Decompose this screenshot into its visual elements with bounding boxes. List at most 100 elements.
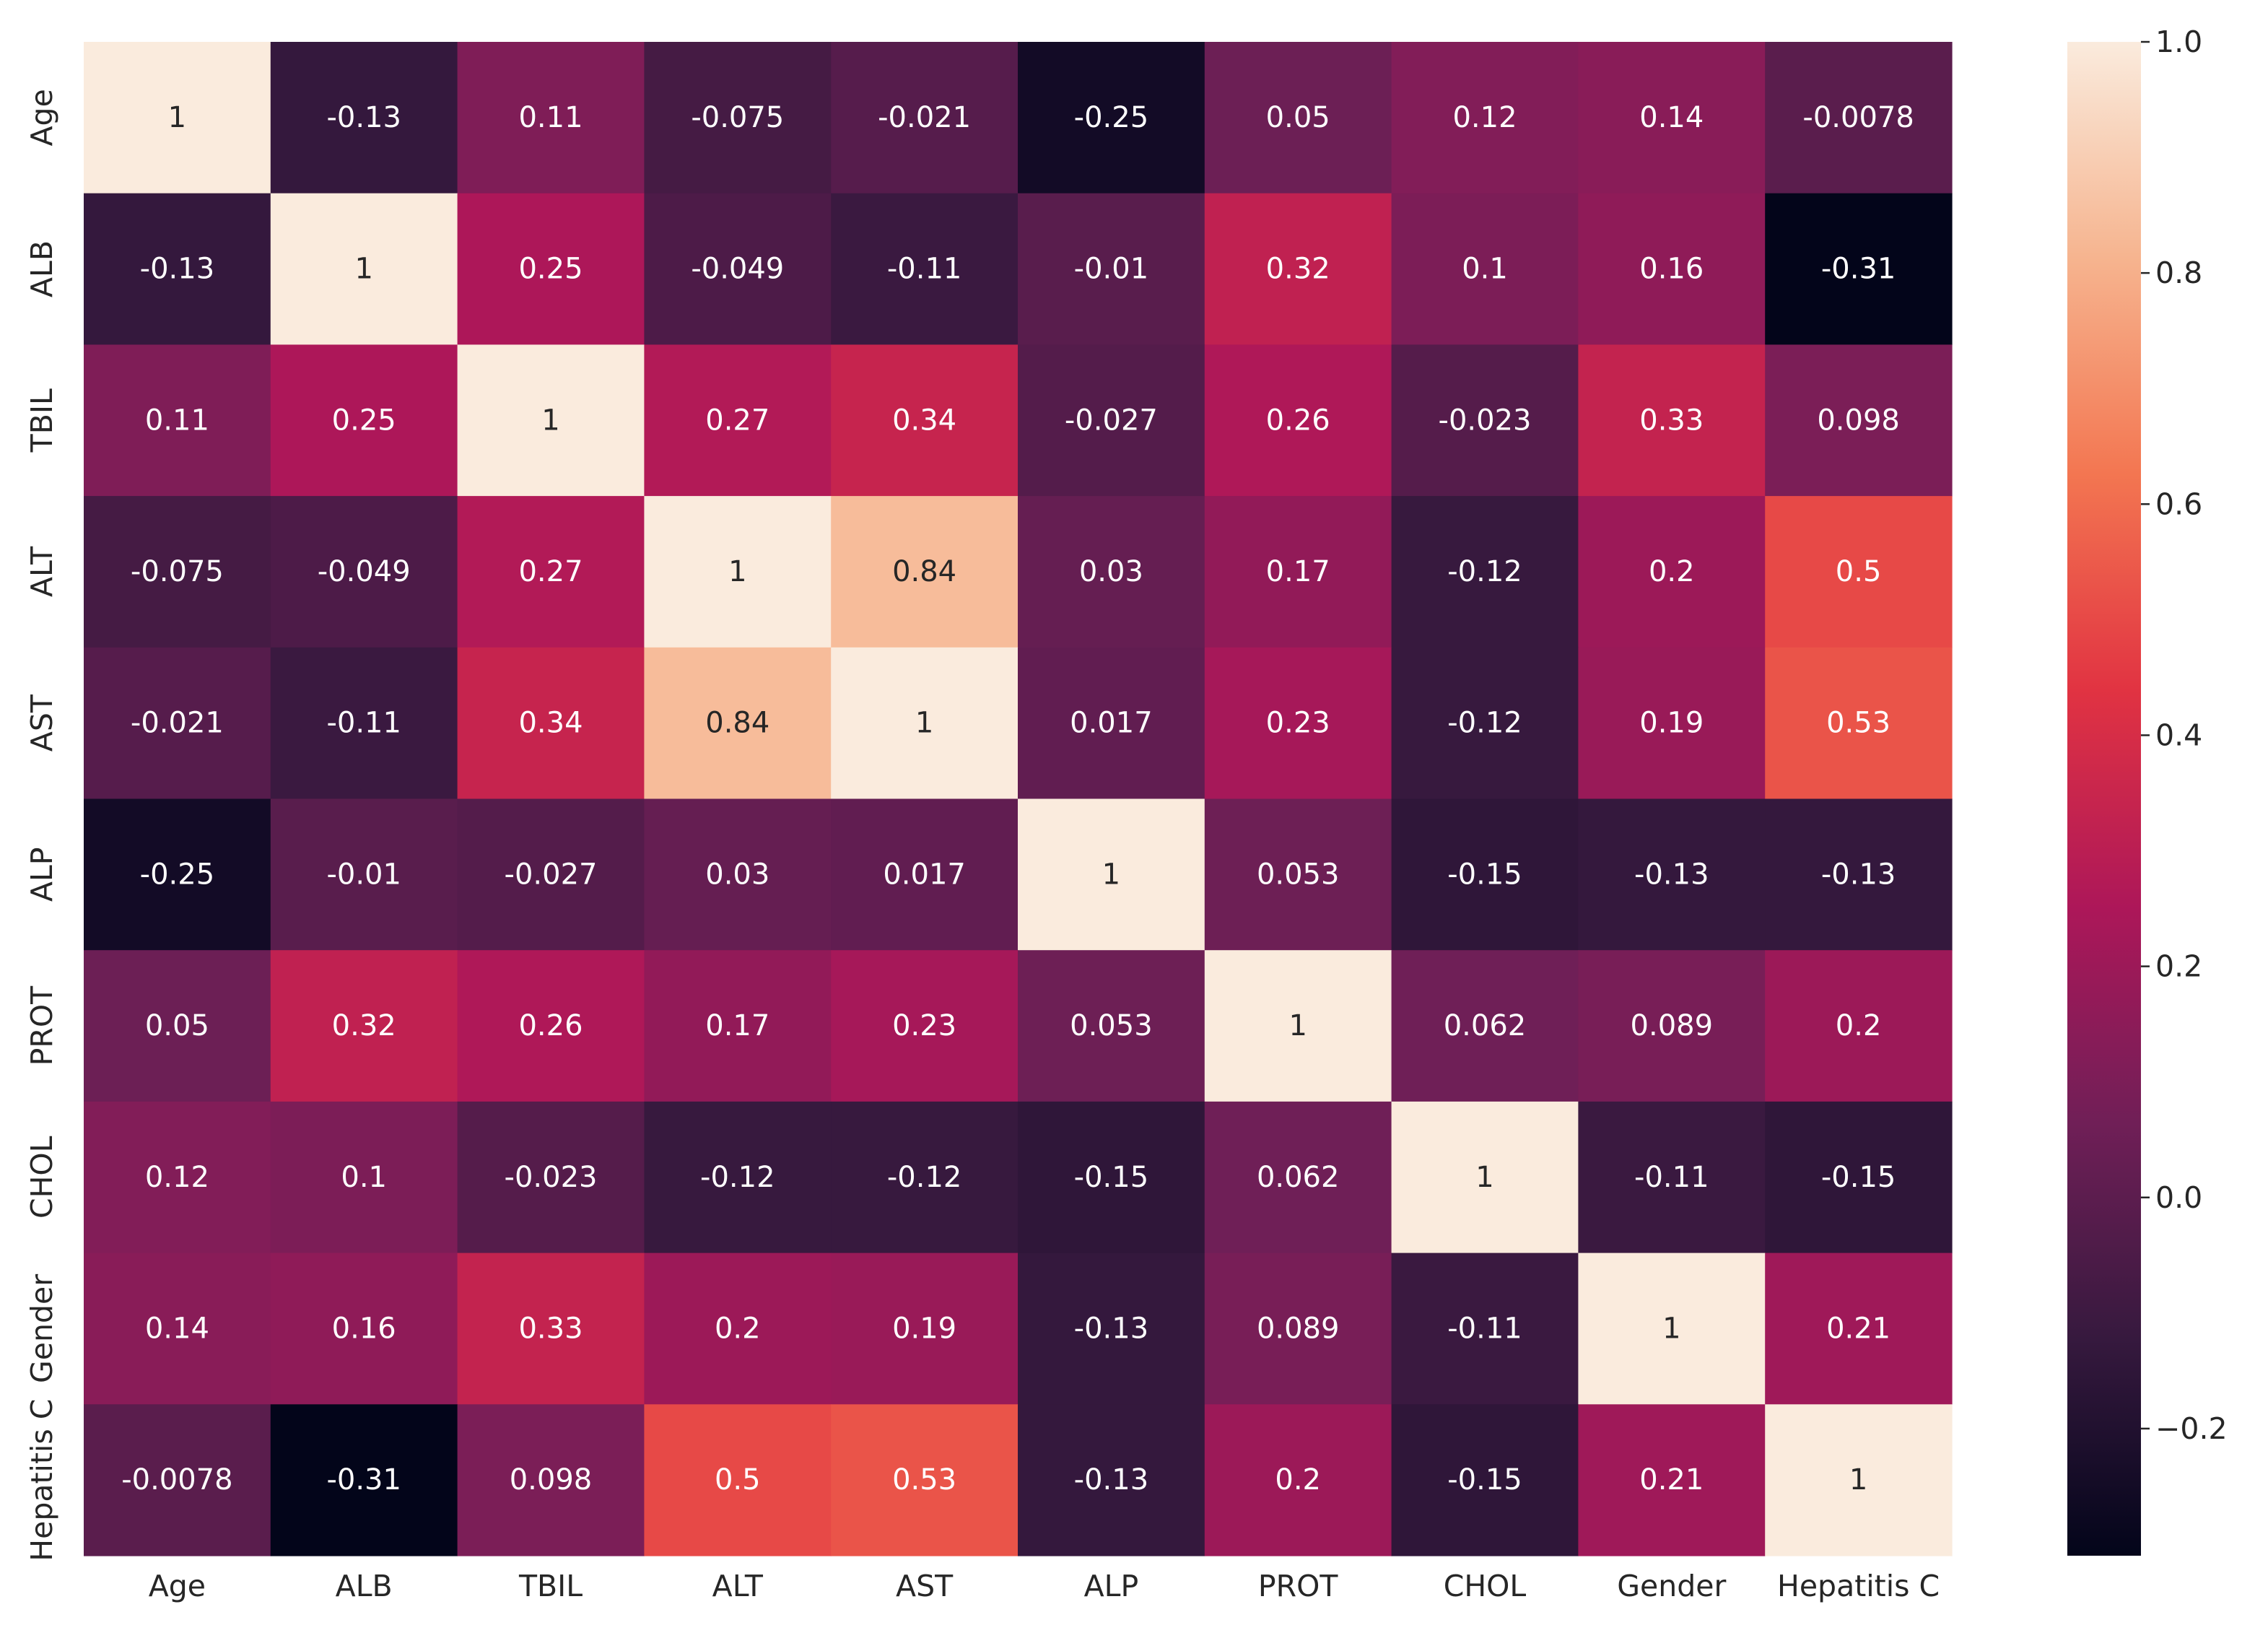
cell-value-label: 0.16	[1639, 253, 1704, 286]
cell-value-label: 0.25	[518, 253, 583, 286]
x-tick-label: ALB	[336, 1569, 393, 1603]
y-tick-label: Age	[25, 89, 59, 146]
cell-value-label: -0.13	[1074, 1463, 1149, 1497]
cell-value-label: 0.25	[332, 404, 396, 437]
heatmap-cell	[1204, 42, 1392, 194]
cell-value-label: 0.21	[1826, 1312, 1890, 1345]
cell-value-label: 0.017	[883, 858, 966, 891]
cell-value-label: 1	[728, 555, 746, 588]
x-tick-label: Age	[149, 1569, 206, 1603]
heatmap-cell	[1391, 647, 1579, 800]
cell-value-label: 0.2	[1836, 1009, 1882, 1042]
heatmap-cell	[1391, 496, 1579, 648]
heatmap-cell	[1204, 1404, 1392, 1556]
heatmap-cell	[1204, 950, 1392, 1102]
cell-value-label: 0.53	[1826, 707, 1890, 740]
cell-value-label: 0.11	[518, 101, 583, 134]
heatmap-cell	[457, 344, 645, 497]
colorbar-tick-label: 0.4	[2155, 718, 2202, 752]
y-tick-label: Gender	[25, 1274, 59, 1383]
cell-value-label: 0.17	[1266, 555, 1330, 588]
cell-value-label: 0.26	[1266, 404, 1330, 437]
cell-value-label: 0.33	[1639, 404, 1704, 437]
cell-value-label: -0.075	[131, 555, 224, 588]
cell-value-label: -0.023	[1439, 404, 1532, 437]
heatmap-cell	[1018, 647, 1205, 800]
heatmap-cell	[270, 798, 458, 951]
cell-value-label: -0.25	[1074, 101, 1149, 134]
heatmap-cell	[644, 950, 832, 1102]
heatmap-cell	[1018, 1101, 1205, 1254]
heatmap-cell	[831, 798, 1019, 951]
cell-value-label: 1	[1288, 1009, 1307, 1042]
heatmap-cell	[644, 1253, 832, 1405]
heatmap-cell	[1018, 1253, 1205, 1405]
cell-value-label: 0.053	[1257, 858, 1340, 891]
heatmap-cell	[644, 798, 832, 951]
cell-value-label: -0.13	[1821, 858, 1896, 891]
cell-value-label: -0.31	[1821, 253, 1896, 286]
cell-value-label: 0.84	[892, 555, 956, 588]
heatmap-cell	[457, 647, 645, 800]
heatmap-cell	[84, 496, 271, 648]
cell-value-label: 1	[1662, 1312, 1680, 1345]
cell-value-label: 0.062	[1257, 1161, 1340, 1194]
cell-value-label: 0.2	[1649, 555, 1695, 588]
cell-value-label: 0.21	[1639, 1463, 1704, 1497]
cell-value-label: -0.12	[887, 1161, 962, 1194]
y-tick-label: AST	[25, 694, 59, 752]
heatmap-cell	[1391, 344, 1579, 497]
colorbar-tick-label: 0.8	[2155, 256, 2202, 290]
heatmap-cell	[831, 1101, 1019, 1254]
x-axis: Age ALB TBIL ALT AST ALP PROT CHOL Gender Hepatit…	[149, 1569, 1940, 1603]
heatmap-cell	[270, 193, 458, 345]
heatmap-cell	[1204, 1253, 1392, 1405]
cell-value-label: -0.027	[1065, 404, 1158, 437]
y-tick-label: ALB	[25, 240, 59, 297]
cell-value-label: 0.098	[1817, 404, 1900, 437]
x-tick-label: Hepatitis C	[1777, 1569, 1940, 1603]
cell-value-label: -0.25	[140, 858, 215, 891]
cell-value-label: 1	[354, 253, 372, 286]
heatmap-cell	[1204, 647, 1392, 800]
y-tick-label: ALT	[25, 546, 59, 597]
cell-value-label: -0.075	[691, 101, 784, 134]
cell-value-label: -0.12	[700, 1161, 775, 1194]
cell-value-label: 0.16	[332, 1312, 396, 1345]
cell-value-label: 0.17	[705, 1009, 769, 1042]
cell-value-label: 0.089	[1631, 1009, 1714, 1042]
cell-value-label: -0.11	[1447, 1312, 1522, 1345]
heatmap-cell	[1578, 193, 1766, 345]
heatmap-cell	[1391, 1101, 1579, 1254]
cell-value-label: 0.23	[1266, 707, 1330, 740]
x-tick-label: ALP	[1084, 1569, 1139, 1603]
cell-value-label: -0.13	[1634, 858, 1709, 891]
cell-value-label: 0.26	[518, 1009, 583, 1042]
cell-value-label: 0.32	[1266, 253, 1330, 286]
cell-value-label: -0.0078	[121, 1463, 232, 1497]
cell-value-label: -0.11	[326, 707, 401, 740]
cell-value-label: 0.017	[1070, 707, 1153, 740]
heatmap-cell	[1391, 1404, 1579, 1556]
heatmap-cell	[1578, 647, 1766, 800]
heatmap-cell	[1204, 798, 1392, 951]
cell-value-label: -0.049	[318, 555, 411, 588]
cell-value-label: -0.11	[887, 253, 962, 286]
cell-value-label: 0.14	[145, 1312, 209, 1345]
cell-value-label: 1	[1475, 1161, 1493, 1194]
x-tick-label: PROT	[1258, 1569, 1338, 1603]
cell-value-label: -0.023	[505, 1161, 598, 1194]
colorbar-tick-label: −0.2	[2155, 1411, 2228, 1446]
cell-value-label: -0.01	[1074, 253, 1149, 286]
y-tick-label: ALP	[25, 848, 59, 902]
cell-value-label: 0.34	[518, 707, 583, 740]
x-tick-label: AST	[896, 1569, 954, 1603]
cell-value-label: -0.15	[1447, 858, 1522, 891]
heatmap-cell	[644, 193, 832, 345]
cell-value-label: 0.2	[715, 1312, 761, 1345]
heatmap-cell	[1578, 1253, 1766, 1405]
colorbar-gradient	[2067, 42, 2141, 1556]
heatmap-cell	[831, 1404, 1019, 1556]
heatmap-cell	[831, 193, 1019, 345]
